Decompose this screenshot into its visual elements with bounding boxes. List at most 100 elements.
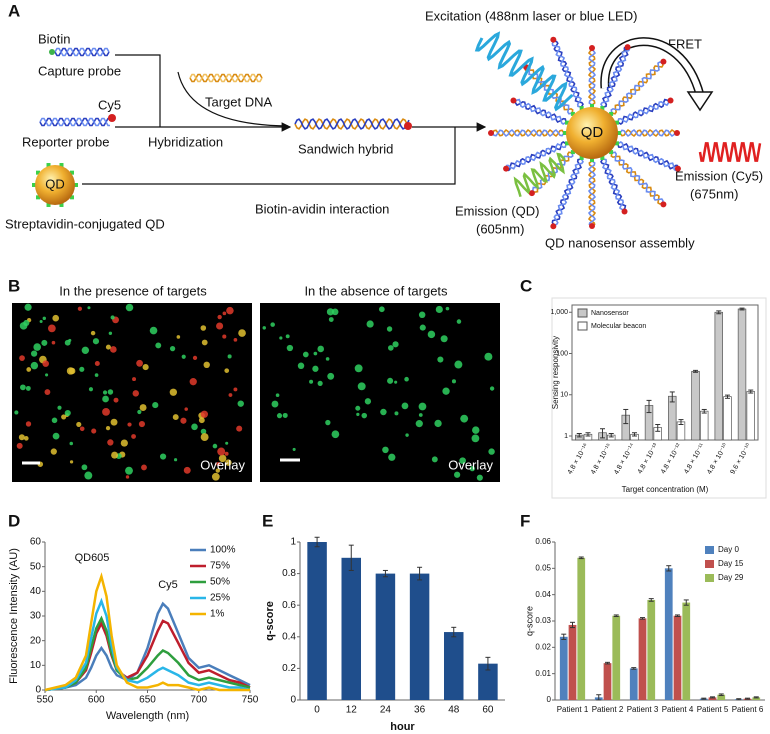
label: Streptavidin-conjugated QD — [5, 216, 165, 231]
line-series — [44, 597, 251, 692]
quantum-dot — [35, 165, 75, 205]
error-bar — [623, 408, 629, 425]
spot — [418, 311, 426, 319]
y-tick-label: 1 — [290, 537, 296, 548]
cy5-dye — [674, 130, 680, 136]
spot — [328, 317, 334, 322]
spot — [225, 459, 232, 466]
spot — [427, 330, 436, 339]
spot — [155, 342, 162, 349]
annotation: Cy5 — [158, 579, 178, 591]
spot — [88, 387, 94, 392]
dna-strand — [491, 128, 565, 138]
dna-strand — [505, 142, 567, 170]
spot — [366, 320, 374, 328]
spot — [24, 303, 32, 311]
line-series — [44, 615, 251, 692]
spot — [125, 303, 134, 312]
dna-strand — [617, 98, 671, 125]
spot — [401, 402, 409, 410]
bar — [568, 624, 577, 700]
error-bar — [631, 667, 637, 670]
spot — [105, 425, 111, 431]
x-tick-label: 36 — [414, 705, 426, 716]
cy5-dye — [503, 165, 510, 172]
spot — [192, 355, 198, 360]
error-bar — [631, 432, 637, 437]
spot — [51, 340, 56, 345]
error-bar — [417, 566, 423, 581]
streptavidin — [69, 170, 74, 175]
spot — [138, 420, 146, 428]
spot — [270, 322, 275, 327]
spot — [79, 366, 85, 372]
bar — [638, 618, 647, 700]
bar — [409, 573, 430, 700]
spot — [276, 413, 283, 419]
x-tick-label: 550 — [37, 695, 54, 706]
error-bar — [585, 432, 591, 437]
spot — [107, 389, 114, 395]
panel-a: A Biotin Capture probe Cy5 Reporter prob… — [5, 1, 763, 250]
spot — [131, 434, 136, 439]
bar — [746, 391, 755, 441]
dna-strand — [600, 158, 627, 212]
dna-strand — [551, 39, 583, 108]
spot — [125, 466, 133, 475]
spot — [440, 335, 448, 343]
label: Target DNA — [205, 94, 273, 109]
x-tick-label: 4.8 × 10⁻¹⁰ — [705, 442, 729, 476]
spot — [460, 414, 469, 423]
error-bar — [701, 697, 707, 700]
spot — [286, 344, 294, 352]
spot — [111, 451, 119, 459]
spot — [26, 367, 32, 372]
light-wave — [698, 142, 762, 162]
spot — [51, 417, 58, 424]
spot — [445, 306, 450, 311]
y-axis-label: Sensing responsivity — [551, 336, 560, 409]
x-tick-label: 4.8 × 10⁻¹⁴ — [613, 442, 636, 475]
streptavidin — [590, 158, 594, 162]
spot — [203, 361, 210, 369]
x-tick-label: Patient 4 — [662, 705, 694, 714]
bar — [444, 632, 464, 700]
spot — [184, 407, 188, 411]
label: Capture probe — [38, 63, 121, 78]
dna-strand — [552, 40, 584, 108]
cy5-dye — [621, 208, 628, 215]
legend-label: 75% — [210, 561, 230, 572]
bar — [307, 542, 327, 700]
spot — [25, 421, 32, 427]
spot — [66, 367, 75, 375]
error-bar — [608, 432, 614, 438]
x-tick-label: Patient 2 — [592, 705, 624, 714]
spot — [25, 385, 31, 391]
spot — [14, 410, 19, 415]
spot — [215, 468, 220, 473]
error-bar — [701, 408, 707, 414]
spot — [233, 387, 238, 392]
y-tick-label: 10 — [30, 660, 42, 671]
error-bar — [576, 432, 582, 438]
spot — [113, 397, 119, 403]
x-tick-label: 4.8 × 10⁻¹⁶ — [567, 442, 590, 475]
spot — [354, 364, 363, 373]
spot — [18, 434, 25, 441]
spot — [81, 464, 88, 471]
x-tick-label: Patient 3 — [627, 705, 659, 714]
spot — [110, 346, 117, 353]
y-tick-label: 50 — [30, 561, 42, 572]
connector — [82, 127, 456, 185]
spot — [102, 390, 108, 395]
error-bar — [683, 599, 689, 606]
spot — [418, 413, 423, 417]
label: Cy5 — [98, 97, 121, 112]
spot — [61, 414, 67, 420]
spot — [52, 314, 60, 322]
fret-arrowhead — [686, 91, 714, 112]
streptavidin — [590, 104, 594, 108]
y-tick-label: 1,000 — [550, 309, 568, 316]
dna-strand — [587, 160, 597, 226]
spot — [484, 352, 493, 361]
